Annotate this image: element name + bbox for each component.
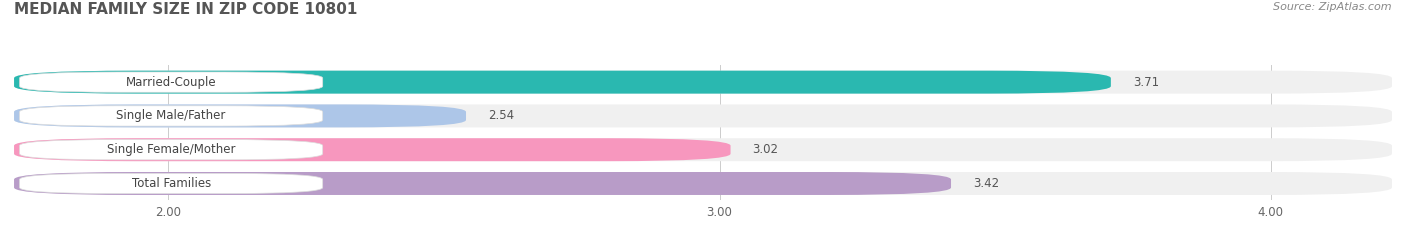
Text: Source: ZipAtlas.com: Source: ZipAtlas.com — [1274, 2, 1392, 12]
FancyBboxPatch shape — [14, 172, 950, 195]
FancyBboxPatch shape — [14, 138, 731, 161]
Text: Married-Couple: Married-Couple — [125, 76, 217, 89]
FancyBboxPatch shape — [20, 140, 323, 160]
FancyBboxPatch shape — [14, 138, 1392, 161]
FancyBboxPatch shape — [20, 72, 323, 92]
Text: Total Families: Total Families — [132, 177, 211, 190]
FancyBboxPatch shape — [14, 104, 1392, 127]
Text: 3.42: 3.42 — [973, 177, 1000, 190]
FancyBboxPatch shape — [20, 106, 323, 126]
Text: MEDIAN FAMILY SIZE IN ZIP CODE 10801: MEDIAN FAMILY SIZE IN ZIP CODE 10801 — [14, 2, 357, 17]
FancyBboxPatch shape — [14, 172, 1392, 195]
Text: 3.71: 3.71 — [1133, 76, 1159, 89]
Text: Single Male/Father: Single Male/Father — [117, 110, 226, 122]
FancyBboxPatch shape — [14, 71, 1111, 94]
FancyBboxPatch shape — [14, 71, 1392, 94]
Text: Single Female/Mother: Single Female/Mother — [107, 143, 235, 156]
Text: 2.54: 2.54 — [488, 110, 515, 122]
FancyBboxPatch shape — [20, 173, 323, 194]
FancyBboxPatch shape — [14, 104, 465, 127]
Text: 3.02: 3.02 — [752, 143, 779, 156]
